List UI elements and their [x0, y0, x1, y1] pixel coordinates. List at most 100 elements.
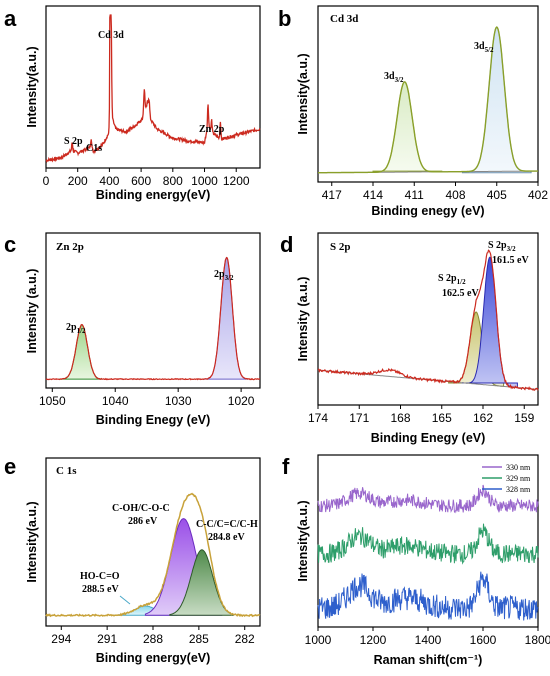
legend-label-330nm: 330 nm — [506, 463, 531, 472]
x-ticks-b: 417 414 411 408 405 402 — [322, 182, 548, 202]
annotation-s2p32-value: 161.5 eV — [492, 255, 529, 266]
x-ticks-c: 1050 1040 1030 1020 — [39, 388, 255, 408]
panel-label-a: a — [4, 6, 17, 31]
envelope-line-b — [318, 26, 538, 174]
annotation-s2p12: S 2p1/2 — [438, 273, 466, 286]
x-tick-label: 800 — [163, 174, 183, 188]
annotation-s2p32: S 2p3/2 — [488, 240, 516, 253]
x-ticks-f: 1000 1200 1400 1600 1800 — [305, 627, 550, 647]
raman-line-328nm — [317, 571, 539, 621]
x-tick-label: 600 — [131, 174, 151, 188]
panel-a: a 0 200 400 600 800 1000 1200 Cd 3d S 2p C1s Z… — [4, 5, 261, 202]
x-tick-label: 168 — [390, 411, 410, 425]
x-tick-label: 411 — [405, 188, 424, 202]
plot-frame-a — [45, 5, 261, 169]
legend-label-329nm: 329 nm — [506, 474, 531, 483]
x-axis-label-d: Binding Enegy (eV) — [371, 431, 486, 445]
annotation-s2p: S 2p — [64, 136, 83, 147]
annotation-3d32: 3d3/2 — [384, 71, 404, 84]
peak-3d32-fill — [372, 81, 443, 173]
annotation-coh-value: 286 eV — [128, 516, 158, 527]
x-tick-label: 1040 — [102, 394, 129, 408]
panel-title-c: Zn 2p — [56, 241, 84, 253]
y-axis-label-d: Intensity (a.u.) — [296, 277, 310, 362]
x-tick-label: 162 — [473, 411, 493, 425]
x-tick-label: 1600 — [470, 633, 497, 647]
annotation-s2p12-value: 162.5 eV — [442, 288, 479, 299]
annotation-2p32: 2p3/2 — [214, 269, 234, 282]
x-tick-label: 1800 — [525, 633, 550, 647]
y-axis-label-b: Intensity(a.u.) — [296, 53, 310, 134]
panel-d: d S 2p 174 171 168 165 162 159 S 2p1/2 162.5 … — [280, 232, 539, 445]
x-tick-label: 405 — [487, 188, 507, 202]
panel-title-d: S 2p — [330, 241, 351, 253]
raman-line-330nm — [317, 484, 539, 514]
panel-label-b: b — [278, 6, 291, 31]
annotation-c1s: C1s — [86, 143, 102, 154]
x-axis-label-f: Raman shift(cm⁻¹) — [374, 653, 483, 667]
annotation-2p12: 2p1/2 — [66, 322, 86, 335]
x-tick-label: 1000 — [191, 174, 218, 188]
x-tick-label: 408 — [445, 188, 465, 202]
x-tick-label: 1050 — [39, 394, 66, 408]
panel-label-c: c — [4, 232, 16, 257]
plot-frame-c — [45, 232, 261, 389]
x-tick-label: 159 — [514, 411, 534, 425]
x-ticks-e: 294 291 288 285 282 — [51, 626, 255, 646]
legend-f: 330 nm 329 nm 328 nm — [482, 463, 531, 494]
y-axis-label-a: Intensity(a.u.) — [25, 46, 39, 127]
x-axis-label-c: Binding Enegy (eV) — [96, 413, 211, 427]
x-tick-label: 0 — [43, 174, 50, 188]
x-tick-label: 174 — [308, 411, 328, 425]
envelope-line-e — [45, 492, 261, 618]
panel-label-f: f — [282, 454, 290, 479]
y-axis-label-e: Intensity(a.u.) — [25, 501, 39, 582]
panel-label-e: e — [4, 454, 16, 479]
survey-spectrum-line — [45, 14, 261, 163]
peak-3d52-fill — [461, 26, 532, 174]
annotation-cc: C-C/C=C/C-H — [196, 519, 258, 530]
panel-title-e: C 1s — [56, 465, 77, 477]
annotation-hoco: HO-C=O — [80, 571, 120, 582]
x-tick-label: 282 — [235, 632, 255, 646]
x-tick-label: 1030 — [165, 394, 192, 408]
x-ticks-a: 0 200 400 600 800 1000 1200 — [43, 168, 250, 188]
x-tick-label: 1400 — [415, 633, 442, 647]
x-tick-label: 400 — [99, 174, 119, 188]
annotation-coh: C-OH/C-O-C — [112, 503, 170, 514]
annotation-arrow-hoco — [119, 595, 131, 605]
x-tick-label: 417 — [322, 188, 342, 202]
panel-f: f 1000 1200 1400 1600 1800 330 nm 329 nm 328… — [282, 454, 550, 667]
annotation-zn2p: Zn 2p — [199, 124, 225, 135]
x-tick-label: 165 — [432, 411, 452, 425]
plot-frame-d — [317, 232, 539, 406]
plot-frame-b — [317, 5, 539, 183]
x-tick-label: 1000 — [305, 633, 332, 647]
x-tick-label: 171 — [349, 411, 369, 425]
panel-label-d: d — [280, 232, 293, 257]
x-tick-label: 288 — [143, 632, 163, 646]
x-tick-label: 414 — [363, 188, 383, 202]
x-tick-label: 1200 — [360, 633, 387, 647]
panel-b: b Cd 3d 417 414 411 408 405 402 3d3/2 3d5/2 B… — [278, 5, 548, 218]
panel-title-b: Cd 3d — [330, 13, 358, 25]
x-tick-label: 1020 — [228, 394, 255, 408]
x-axis-label-a: Binding energy(eV) — [96, 188, 211, 202]
x-tick-label: 285 — [189, 632, 209, 646]
envelope-line-d — [318, 249, 539, 391]
annotation-hoco-value: 288.5 eV — [82, 584, 119, 595]
envelope-line-c — [45, 256, 260, 381]
x-tick-label: 291 — [97, 632, 117, 646]
x-tick-label: 402 — [528, 188, 548, 202]
panel-c: c Zn 2p 1050 1040 1030 1020 2p1/2 2p3/2 Bin… — [4, 232, 261, 427]
x-tick-label: 1200 — [223, 174, 250, 188]
annotation-cc-value: 284.8 eV — [208, 532, 245, 543]
y-axis-label-c: Intensity (a.u.) — [25, 269, 39, 354]
x-tick-label: 200 — [68, 174, 88, 188]
x-axis-label-b: Binding enegy (eV) — [371, 204, 484, 218]
y-axis-label-f: Intensity(a.u.) — [296, 500, 310, 581]
panel-e: e C 1s 294 291 288 285 282 HO-C=O 288.5 eV C… — [4, 454, 261, 665]
legend-label-328nm: 328 nm — [506, 485, 531, 494]
annotation-3d52: 3d5/2 — [474, 41, 494, 54]
